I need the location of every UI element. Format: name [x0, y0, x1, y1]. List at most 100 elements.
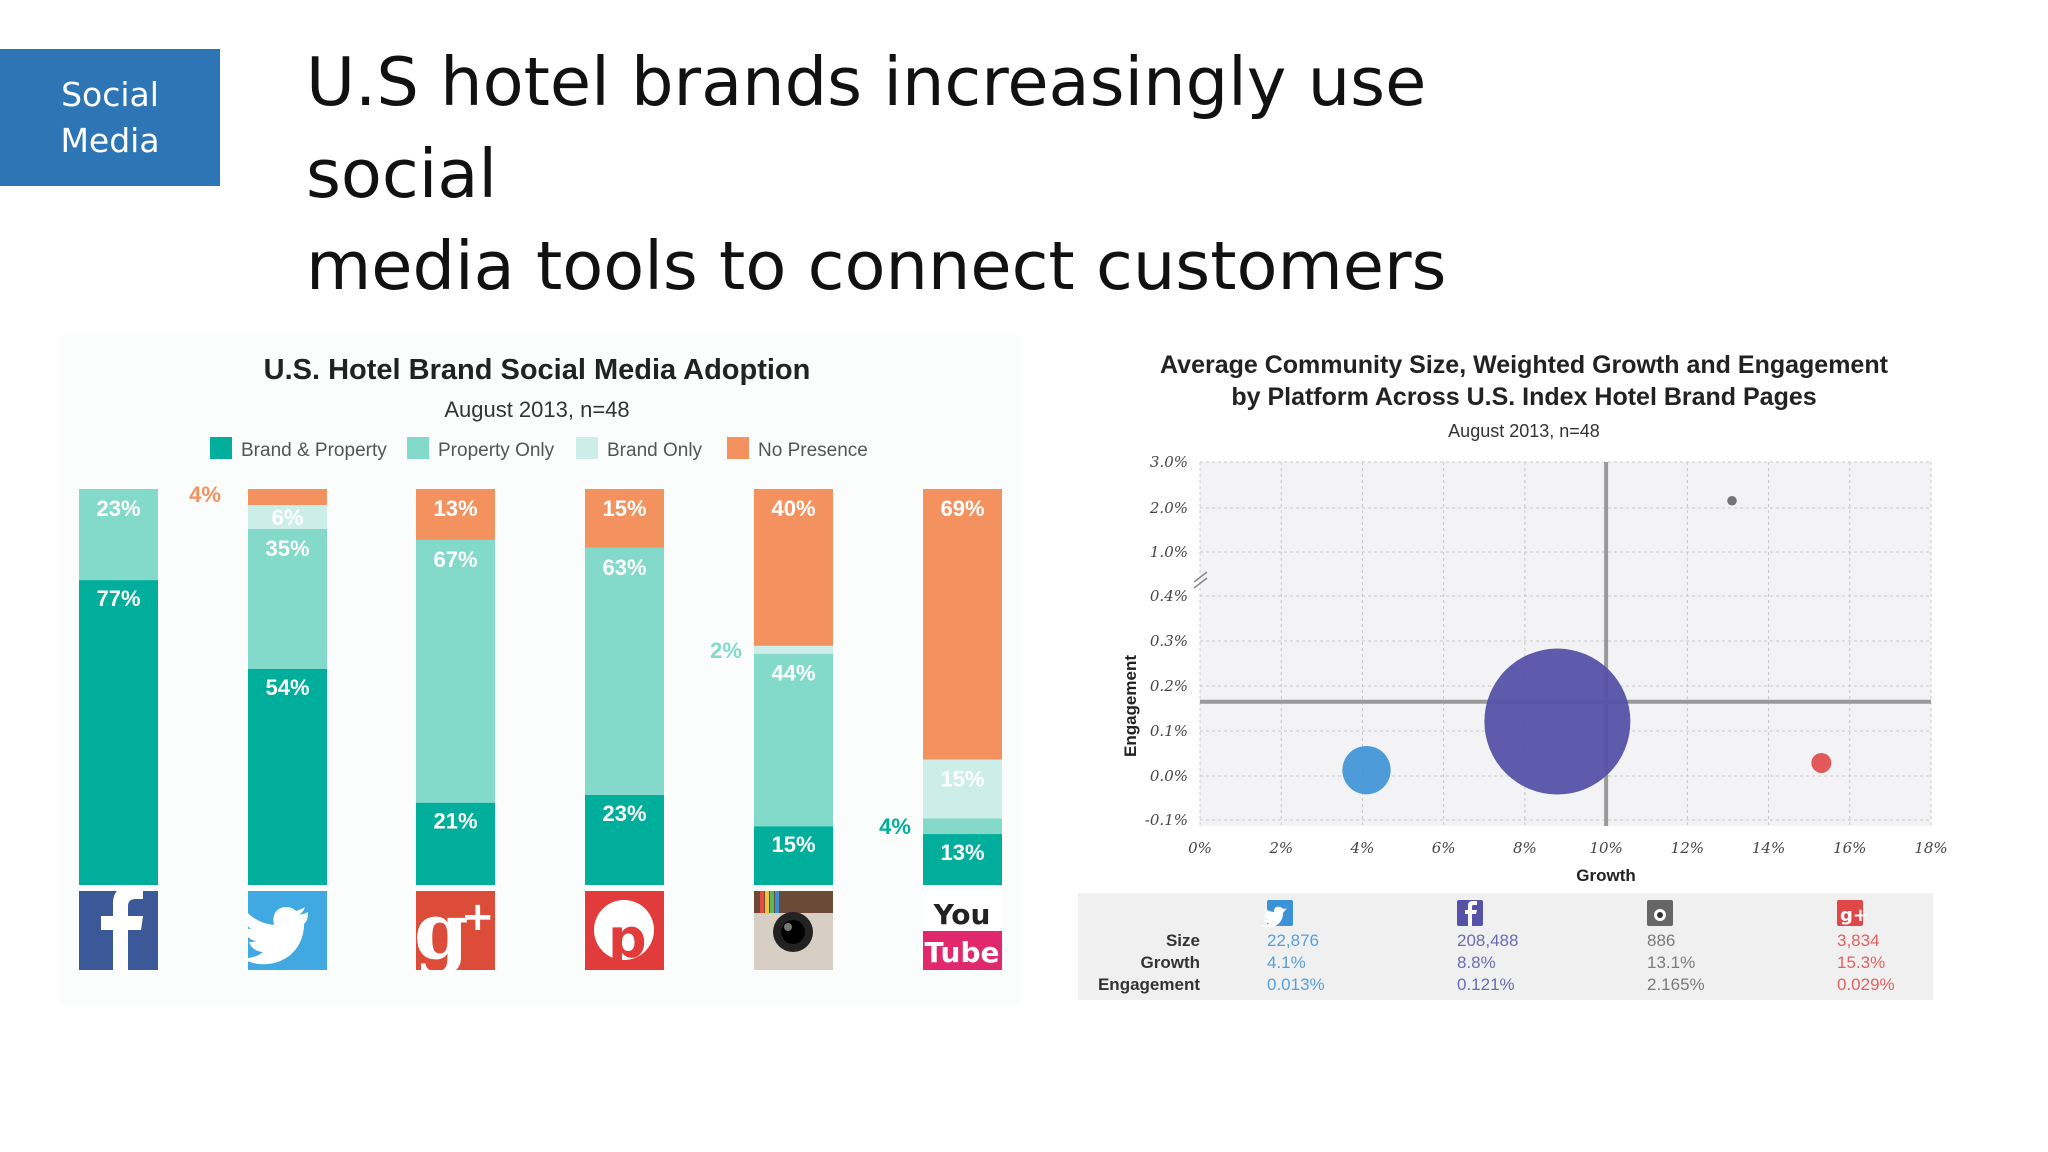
table-facebook-icon	[1457, 900, 1483, 926]
plot-ticks: 3.0% 2.0% 1.0% 0.4% 0.3% 0.2% 0.1% 0.0% -0.1%0% 2…	[1145, 453, 1948, 857]
adoption-legend: Brand & Property Property Only Brand Only N…	[210, 437, 868, 461]
legend-label-no-presence: No Presence	[758, 440, 868, 461]
table-cell: 886	[1647, 931, 1675, 950]
bar-instagram-no-presence	[754, 489, 833, 646]
bar-facebook-brand-property	[79, 580, 158, 885]
bubble-twitter	[1342, 745, 1391, 795]
bar-twitter-brand-property	[248, 669, 327, 885]
bar-label-twitter-no-presence: 4%	[189, 482, 221, 507]
y-tick-label: -0.1%	[1145, 811, 1188, 829]
bar-instagram-brand-property	[754, 826, 833, 885]
bar-label-twitter-property-only: 35%	[265, 536, 309, 561]
x-tick-label: 18%	[1914, 839, 1947, 857]
twitter-icon	[241, 891, 327, 970]
title-line-2: media tools to connect customers	[306, 227, 1447, 305]
legend-swatch-brand-property	[210, 437, 232, 459]
table-cell: 15.3%	[1837, 953, 1885, 972]
table-row-label: Engagement	[1098, 975, 1200, 994]
svg-text:g+: g+	[1840, 905, 1868, 926]
y-tick-label: 0.0%	[1150, 767, 1188, 785]
adoption-bars	[79, 489, 1002, 885]
bar-youtube-brand-property	[923, 834, 1002, 885]
table-cell: 2.165%	[1647, 975, 1705, 994]
bar-twitter-no-presence	[248, 489, 327, 505]
badge-line-2: Media	[60, 120, 160, 160]
legend-swatch-property-only	[407, 437, 429, 459]
table-cell: 0.121%	[1457, 975, 1515, 994]
table-cell: 0.013%	[1267, 975, 1325, 994]
table-cell: 0.029%	[1837, 975, 1895, 994]
bar-label-google-plus-no-presence: 13%	[433, 496, 477, 521]
stats-table-content: Size Growth Engagement 22,876 4.1% 0.013% 208,…	[1098, 900, 1895, 994]
instagram-icon	[754, 891, 833, 970]
bar-twitter-property-only	[248, 529, 327, 669]
bar-label-instagram-brand-only: 2%	[710, 638, 742, 663]
bar-label-twitter-brand-property: 54%	[265, 675, 309, 700]
y-tick-label: 2.0%	[1149, 499, 1188, 517]
bubble-google-plus	[1811, 752, 1832, 773]
table-cell: 13.1%	[1647, 953, 1695, 972]
x-tick-label: 4%	[1350, 839, 1375, 857]
bar-label-twitter-brand-only: 6%	[272, 505, 304, 530]
google-plus-icon: g +	[414, 886, 495, 977]
x-tick-label: 8%	[1513, 839, 1537, 857]
y-tick-label: 0.2%	[1150, 677, 1188, 695]
facebook-icon	[79, 885, 158, 970]
x-tick-label: 2%	[1268, 839, 1293, 857]
bar-youtube-no-presence	[923, 489, 1002, 760]
bar-label-instagram-brand-property: 15%	[771, 832, 815, 857]
bar-google-plus-property-only	[416, 539, 495, 803]
bar-label-youtube-brand-property: 13%	[940, 840, 984, 865]
x-axis-label: Growth	[1576, 866, 1636, 885]
badge-line-1: Social	[61, 74, 159, 114]
engagement-chart-title-line-1: Average Community Size, Weighted Growth …	[1160, 351, 1889, 379]
youtube-icon: You Tube	[923, 891, 1002, 970]
table-row-label: Size	[1166, 931, 1200, 950]
svg-text:p: p	[608, 907, 647, 970]
table-cell: 208,488	[1457, 931, 1518, 950]
stats-table	[1078, 893, 1933, 1000]
engagement-chart-subtitle: August 2013, n=48	[1448, 421, 1600, 441]
bar-instagram-property-only	[754, 653, 833, 827]
page-title: U.S hotel brands increasingly use social…	[306, 36, 1606, 312]
bar-instagram-brand-only	[754, 645, 833, 654]
legend-swatch-no-presence	[727, 437, 749, 459]
legend-label-property-only: Property Only	[438, 440, 555, 461]
y-axis-label: Engagement	[1121, 655, 1140, 757]
engagement-chart-title-line-2: by Platform Across U.S. Index Hotel Bran…	[1231, 383, 1816, 411]
bar-google-plus-brand-property	[416, 802, 495, 885]
legend-label-brand-only: Brand Only	[607, 440, 703, 461]
legend-swatch-brand-only	[576, 437, 598, 459]
title-line-1: U.S hotel brands increasingly use social	[306, 43, 1427, 213]
bubble-facebook	[1484, 648, 1631, 795]
adoption-labels: 77% 23% 54% 35% 6% 4% 21% 67% 13% 23% 63% 15% 15% 44%…	[96, 482, 984, 865]
bar-facebook-property-only	[79, 489, 158, 581]
table-cell: 3,834	[1837, 931, 1880, 950]
bar-label-youtube-no-presence: 69%	[940, 496, 984, 521]
bar-label-facebook-property-only: 23%	[96, 496, 140, 521]
adoption-chart-title: U.S. Hotel Brand Social Media Adoption	[264, 354, 811, 386]
pinterest-icon: p	[585, 891, 664, 970]
table-twitter-icon	[1261, 900, 1293, 928]
bar-twitter-brand-only	[248, 505, 327, 529]
bar-label-pinterest-brand-property: 23%	[602, 801, 646, 826]
youtube-icon-you: You	[933, 898, 991, 931]
youtube-icon-tube: Tube	[925, 936, 1000, 969]
adoption-chart-subtitle: August 2013, n=48	[444, 397, 629, 422]
bar-youtube-property-only	[923, 818, 1002, 835]
table-row-label: Growth	[1141, 953, 1201, 972]
bar-label-youtube-property-only: 4%	[879, 814, 911, 839]
bar-label-instagram-no-presence: 40%	[771, 496, 815, 521]
table-instagram-icon	[1647, 900, 1673, 926]
table-google-plus-icon: g+	[1837, 900, 1868, 926]
table-cell: 8.8%	[1457, 953, 1496, 972]
section-badge: Social Media	[0, 49, 220, 186]
bar-pinterest-no-presence	[585, 489, 664, 548]
x-tick-label: 16%	[1833, 839, 1866, 857]
bar-pinterest-brand-property	[585, 794, 664, 885]
svg-text:g: g	[414, 886, 469, 977]
bar-label-pinterest-no-presence: 15%	[602, 496, 646, 521]
table-cell: 4.1%	[1267, 953, 1306, 972]
bar-label-google-plus-property-only: 67%	[433, 547, 477, 572]
